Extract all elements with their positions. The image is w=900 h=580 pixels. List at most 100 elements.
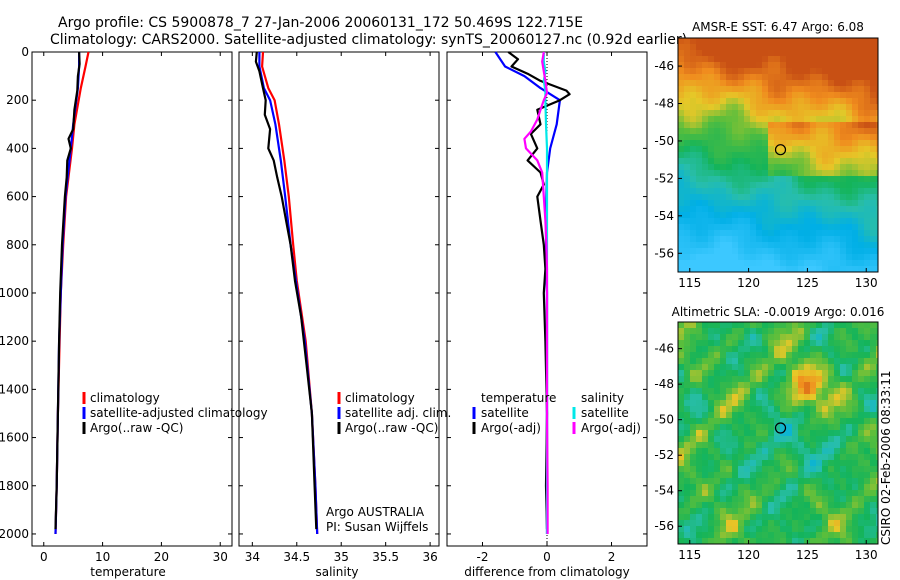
heatmap-cell <box>876 460 878 467</box>
heatmap-cell <box>834 436 841 443</box>
heatmap-cell <box>858 194 865 201</box>
heatmap-cell <box>750 478 757 485</box>
heatmap-cell <box>726 230 733 237</box>
heatmap-cell <box>714 122 721 129</box>
heatmap-cell <box>744 188 751 195</box>
heatmap-cell <box>768 236 775 243</box>
series-line-temperature-argo-adj <box>507 51 571 530</box>
y-tick-label: 1000 <box>0 286 29 300</box>
heatmap-cell <box>702 382 709 389</box>
heatmap-cell <box>858 460 865 467</box>
heatmap-cell <box>852 520 859 527</box>
heatmap-cell <box>780 74 787 81</box>
heatmap-cell <box>792 68 799 75</box>
heatmap-cell <box>846 266 853 272</box>
heatmap-cell <box>768 242 775 249</box>
heatmap-cell <box>720 236 727 243</box>
heatmap-cell <box>744 490 751 497</box>
heatmap-cell <box>840 352 847 359</box>
heatmap-cell <box>870 394 877 401</box>
heatmap-cell <box>732 122 739 129</box>
heatmap-cell <box>690 128 697 135</box>
heatmap-cell <box>858 484 865 491</box>
heatmap-cell <box>756 358 763 365</box>
heatmap-cell <box>834 382 841 389</box>
series-line-salinity-argo-adj <box>523 51 549 534</box>
heatmap-cell <box>774 146 781 153</box>
heatmap-cell <box>720 490 727 497</box>
heatmap-cell <box>720 62 727 69</box>
heatmap-cell <box>804 382 811 389</box>
heatmap-cell <box>834 430 841 437</box>
heatmap-cell <box>798 68 805 75</box>
heatmap-cell <box>690 340 697 347</box>
heatmap-cell <box>858 122 865 129</box>
heatmap-cell <box>690 98 697 105</box>
heatmap-cell <box>678 466 685 473</box>
heatmap-cell <box>768 406 775 413</box>
heatmap-cell <box>750 206 757 213</box>
heatmap-cell <box>828 92 835 99</box>
heatmap-cell <box>858 74 865 81</box>
heatmap-cell <box>822 430 829 437</box>
heatmap-cell <box>828 266 835 272</box>
heatmap-cell <box>702 364 709 371</box>
heatmap-cell <box>762 74 769 81</box>
heatmap-cell <box>696 496 703 503</box>
heatmap-cell <box>828 370 835 377</box>
heatmap-cell <box>696 520 703 527</box>
heatmap-cell <box>702 212 709 219</box>
heatmap-cell <box>828 86 835 93</box>
heatmap-cell <box>792 490 799 497</box>
heatmap-cell <box>810 92 817 99</box>
heatmap-cell <box>852 92 859 99</box>
heatmap-cell <box>768 328 775 335</box>
heatmap-cell <box>852 514 859 521</box>
heatmap-cell <box>774 44 781 51</box>
heatmap-cell <box>690 520 697 527</box>
heatmap-cell <box>876 538 878 544</box>
heatmap-cell <box>684 224 691 231</box>
heatmap-cell <box>816 490 823 497</box>
heatmap-cell <box>720 254 727 261</box>
heatmap-cell <box>738 44 745 51</box>
heatmap-cell <box>774 86 781 93</box>
heatmap-cell <box>840 400 847 407</box>
heatmap-cell <box>810 424 817 431</box>
heatmap-cell <box>858 520 865 527</box>
heatmap-cell <box>762 248 769 255</box>
heatmap-cell <box>720 38 727 45</box>
heatmap-cell <box>756 56 763 63</box>
heatmap-cell <box>720 98 727 105</box>
heatmap-cell <box>690 346 697 353</box>
heatmap-cell <box>708 188 715 195</box>
heatmap-cell <box>876 412 878 419</box>
heatmap-cell <box>828 448 835 455</box>
heatmap-cell <box>828 430 835 437</box>
heatmap-cell <box>858 388 865 395</box>
heatmap-cell <box>822 418 829 425</box>
heatmap-cell <box>822 352 829 359</box>
heatmap-cell <box>768 104 775 111</box>
heatmap-cell <box>732 334 739 341</box>
heatmap-cell <box>864 424 871 431</box>
annotation-argo-australia: Argo AUSTRALIA <box>326 505 425 519</box>
heatmap-cell <box>834 334 841 341</box>
heatmap-cell <box>780 152 787 159</box>
heatmap-cell <box>732 206 739 213</box>
heatmap-cell <box>708 520 715 527</box>
heatmap-cell <box>798 134 805 141</box>
heatmap-cell <box>810 254 817 261</box>
heatmap-cell <box>690 334 697 341</box>
heatmap-cell <box>684 188 691 195</box>
heatmap-cell <box>678 92 685 99</box>
heatmap-cell <box>726 460 733 467</box>
heatmap-cell <box>876 194 878 201</box>
heatmap-cell <box>870 116 877 123</box>
heatmap-cell <box>750 116 757 123</box>
heatmap-cell <box>816 164 823 171</box>
heatmap-cell <box>774 442 781 449</box>
heatmap-cell <box>708 140 715 147</box>
heatmap-cell <box>696 526 703 533</box>
heatmap-cell <box>828 412 835 419</box>
